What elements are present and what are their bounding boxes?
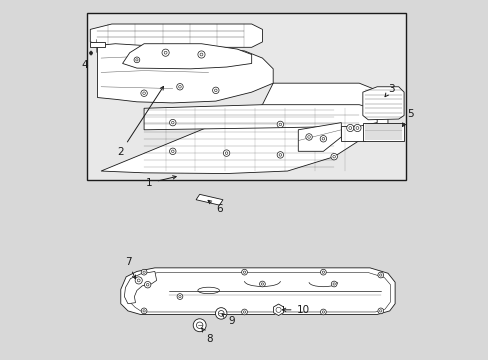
- Circle shape: [320, 269, 325, 275]
- Circle shape: [377, 272, 383, 278]
- Circle shape: [223, 150, 229, 156]
- Circle shape: [320, 309, 325, 315]
- Polygon shape: [129, 273, 389, 312]
- Circle shape: [243, 271, 245, 273]
- Text: 2: 2: [117, 86, 163, 157]
- Circle shape: [259, 281, 265, 287]
- Circle shape: [215, 308, 226, 319]
- Circle shape: [330, 281, 336, 287]
- Polygon shape: [298, 123, 341, 151]
- Circle shape: [200, 53, 203, 56]
- Circle shape: [176, 84, 183, 90]
- Circle shape: [348, 127, 351, 130]
- Circle shape: [137, 279, 140, 282]
- Polygon shape: [90, 42, 104, 47]
- Circle shape: [277, 121, 283, 128]
- Text: 8: 8: [202, 328, 212, 343]
- Circle shape: [142, 271, 145, 273]
- Circle shape: [146, 283, 149, 286]
- Circle shape: [279, 154, 281, 156]
- Circle shape: [322, 138, 324, 140]
- Circle shape: [144, 282, 151, 288]
- Circle shape: [142, 310, 145, 312]
- Polygon shape: [341, 116, 364, 140]
- Polygon shape: [362, 123, 403, 140]
- Circle shape: [196, 322, 203, 328]
- Polygon shape: [90, 24, 262, 47]
- Circle shape: [332, 156, 335, 158]
- Circle shape: [142, 92, 145, 95]
- Circle shape: [214, 89, 217, 92]
- Circle shape: [141, 90, 147, 96]
- Circle shape: [320, 135, 326, 142]
- Circle shape: [193, 319, 206, 332]
- Circle shape: [353, 125, 360, 132]
- Circle shape: [169, 120, 176, 126]
- Circle shape: [377, 308, 383, 314]
- Polygon shape: [273, 304, 283, 316]
- FancyBboxPatch shape: [86, 13, 405, 180]
- Circle shape: [346, 125, 353, 132]
- Text: 3: 3: [384, 84, 394, 97]
- Text: 7: 7: [124, 257, 135, 279]
- Circle shape: [322, 271, 324, 273]
- Circle shape: [355, 127, 358, 130]
- Circle shape: [169, 148, 176, 154]
- Polygon shape: [122, 44, 251, 69]
- Text: 9: 9: [222, 314, 234, 325]
- Text: 6: 6: [208, 201, 222, 215]
- Polygon shape: [121, 268, 394, 315]
- Circle shape: [198, 51, 204, 58]
- Circle shape: [141, 308, 147, 314]
- Circle shape: [241, 269, 247, 275]
- Circle shape: [177, 294, 183, 300]
- Circle shape: [322, 311, 324, 313]
- Circle shape: [305, 134, 312, 140]
- Text: 4: 4: [81, 59, 88, 69]
- Circle shape: [279, 123, 281, 126]
- Circle shape: [307, 136, 310, 138]
- Text: 1: 1: [146, 176, 176, 188]
- Circle shape: [134, 57, 140, 63]
- Polygon shape: [144, 105, 376, 130]
- Circle shape: [261, 283, 263, 285]
- Circle shape: [141, 269, 147, 275]
- Circle shape: [241, 309, 247, 315]
- Circle shape: [179, 296, 181, 298]
- Circle shape: [243, 311, 245, 313]
- Text: 10: 10: [282, 305, 309, 315]
- Circle shape: [162, 49, 169, 56]
- Polygon shape: [97, 44, 273, 103]
- Polygon shape: [101, 83, 387, 174]
- Circle shape: [135, 277, 142, 284]
- Circle shape: [171, 121, 174, 124]
- Circle shape: [136, 59, 138, 61]
- Circle shape: [212, 87, 219, 94]
- Polygon shape: [362, 87, 403, 120]
- Circle shape: [379, 274, 381, 276]
- Circle shape: [171, 150, 174, 153]
- Circle shape: [277, 152, 283, 158]
- Circle shape: [275, 307, 281, 312]
- Circle shape: [218, 311, 224, 316]
- Circle shape: [330, 153, 337, 160]
- Polygon shape: [196, 194, 223, 205]
- Circle shape: [379, 310, 381, 312]
- Polygon shape: [124, 271, 156, 304]
- Circle shape: [225, 152, 227, 154]
- Circle shape: [332, 283, 335, 285]
- Circle shape: [164, 51, 167, 54]
- Circle shape: [178, 85, 181, 88]
- Text: 5: 5: [402, 109, 413, 126]
